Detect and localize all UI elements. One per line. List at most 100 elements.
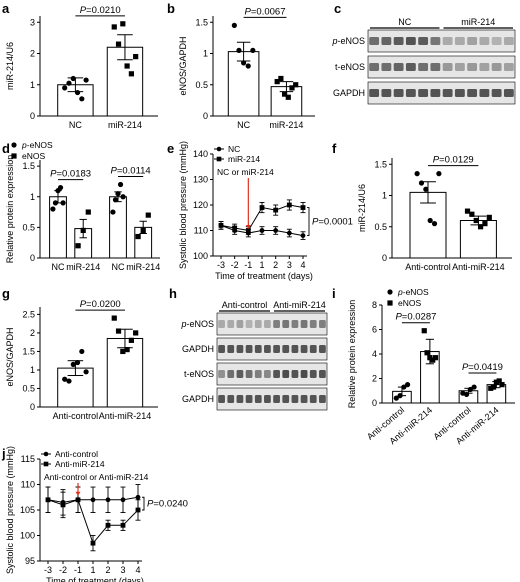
panel-h: h Anti-control Anti-miR-214 p-eNOS GAPDH t-eN… [169, 286, 328, 411]
data-point-1 [289, 85, 295, 91]
data-point-1 [120, 21, 126, 27]
x-tick-label: 1 [90, 565, 95, 575]
blot-band [227, 320, 235, 328]
panel-label: g [2, 286, 10, 301]
blot-band [369, 89, 380, 97]
blot-band [300, 345, 308, 353]
blot-band [273, 370, 280, 378]
x-tick-label: 2 [105, 565, 110, 575]
legend-marker-0 [43, 451, 49, 457]
data-point-0 [236, 47, 242, 53]
data-point-1 [124, 63, 130, 69]
panel-d-y-tick-label: 1.5 [22, 161, 35, 171]
bar-2 [109, 196, 127, 259]
legend-marker-1 [216, 156, 222, 162]
blot-row-label: p-eNOS [331, 36, 365, 46]
legend-label-0: NC [228, 144, 240, 154]
treatment-arrow-head [75, 491, 81, 496]
data-point-0 [79, 348, 85, 355]
x-tick-label: 3 [287, 260, 292, 270]
blot-band [254, 370, 262, 378]
blot-band [254, 345, 262, 353]
blot-band [254, 395, 262, 403]
legend-marker-0 [216, 146, 222, 152]
data-point-1 [477, 224, 484, 230]
panel-a-y-label: miR-214/U6 [5, 42, 15, 90]
panel-g-y-tick-label: 1.5 [22, 346, 35, 356]
blot-band [254, 320, 262, 328]
panel-j-y-tick-label: 95 [25, 556, 35, 566]
panel-d-y-tick-label: 0.5 [22, 222, 35, 232]
blot-band [282, 345, 290, 353]
data-point-0 [241, 60, 247, 66]
x-category-label: Anti-miR-214 [452, 262, 505, 272]
blot-band [491, 37, 502, 45]
x-tick-label: 3 [120, 565, 125, 575]
panel-label: b [167, 1, 175, 16]
legend-label-1: eNOS [398, 298, 421, 308]
data-point-1 [430, 357, 436, 363]
legend-marker-1 [11, 153, 17, 159]
data-point-1 [424, 350, 430, 356]
blot-band [467, 37, 478, 45]
x-tick-label: -3 [44, 565, 52, 575]
panel-label: j [1, 446, 6, 461]
data-point-1 [111, 315, 117, 321]
data-point-0 [273, 228, 279, 233]
data-point-1 [274, 79, 280, 85]
treatment-annotation: NC or miR-214 [217, 167, 274, 177]
data-point-1 [421, 328, 427, 334]
blot-band [405, 37, 416, 45]
panel-g-y-tick-label: 2 [30, 328, 35, 338]
panel-b-y-label: eNOS/GAPDH [178, 36, 188, 95]
x-category-label: miR-214 [66, 262, 100, 272]
panel-f: f 0 0.5 1 1.5 miR-214/U6 Anti-control Anti-miR-… [332, 141, 512, 272]
data-point-3 [490, 384, 497, 390]
panel-f-y-tick-label: 1 [382, 191, 387, 201]
bar-0 [49, 196, 67, 259]
blot-band [491, 89, 502, 97]
blot-group-label: NC [398, 17, 411, 27]
blot-band [245, 320, 253, 328]
p-value-label: P=0.0001 [312, 217, 353, 228]
panel-i-y-label: Relative protein expression [347, 300, 357, 409]
panel-e-y-tick-label: 100 [193, 251, 208, 261]
panel-f-y-tick-label: 1.5 [374, 159, 387, 169]
data-point-1 [286, 202, 292, 208]
data-point-3 [496, 378, 502, 384]
x-tick-label: -2 [231, 260, 239, 270]
data-point-1 [128, 71, 134, 77]
blot-band [282, 370, 290, 378]
p-value-label: P=0.0287 [395, 312, 436, 323]
p-value-label: P=0.0240 [147, 499, 188, 510]
data-point-0 [397, 393, 403, 399]
data-point-0 [74, 359, 81, 366]
blot-group-label: Anti-miR-214 [273, 300, 326, 310]
data-point-1 [120, 348, 126, 355]
data-point-3 [493, 379, 499, 385]
panel-d-y-label: Relative protein expression [5, 155, 15, 264]
data-point-0 [135, 494, 141, 500]
blot-band [393, 89, 404, 97]
data-point-2 [463, 391, 470, 398]
data-point-0 [70, 75, 76, 82]
x-category-label: NC [237, 120, 250, 130]
panel-j-y-tick-label: 115 [21, 454, 35, 464]
panel-b-y-tick-label: 1 [203, 49, 208, 59]
p-bracket [142, 496, 145, 511]
blot-band [467, 63, 478, 71]
panel-c: c NC miR-214 p-eNOS t-eNOS GAPDH [331, 1, 516, 105]
panel-label: h [169, 286, 177, 301]
blot-band [454, 37, 465, 45]
panel-a-y-tick-label: 1 [30, 80, 35, 90]
blot-band [291, 345, 299, 353]
blot-band [442, 37, 453, 45]
blot-group-label: miR-214 [461, 17, 495, 27]
data-point-0 [423, 186, 429, 192]
panel-e: e 100 110 120 130 140 Systolic blood pressure … [167, 141, 353, 281]
data-point-0 [418, 180, 425, 186]
x-category-label: Anti-control [53, 411, 99, 421]
blot-band [291, 320, 299, 328]
panel-e-y-tick-label: 130 [193, 175, 208, 185]
blot-band [245, 345, 253, 353]
